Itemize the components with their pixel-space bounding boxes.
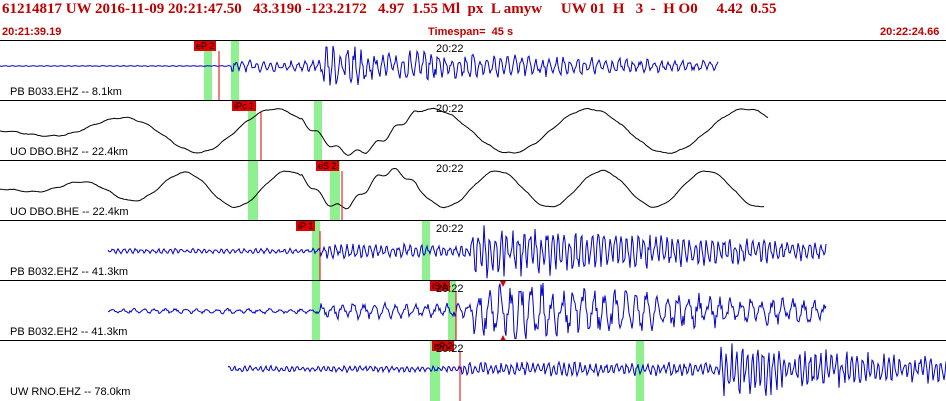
station-label: UO DBO.BHE -- 22.4km: [10, 206, 129, 218]
waveform-rno-ehz: [227, 341, 946, 401]
timespan-label: Timespan= 45 s: [428, 26, 514, 38]
trace-panel-rno-ehz[interactable]: eP 2 20:22 UW RNO.EHZ -- 78.0km: [0, 340, 946, 401]
trace-panel-dbo-bhz[interactable]: iPc 1 20:22 UO DBO.BHZ -- 22.4km: [0, 100, 946, 161]
minute-marker: 20:22: [436, 343, 464, 355]
station-label: PB B032.EHZ -- 41.3km: [10, 266, 128, 278]
trace-panel-dbo-bhe[interactable]: eS 2 20:22 UO DBO.BHE -- 22.4km: [0, 160, 946, 221]
phase-pick-ipc[interactable]: iPc 1: [232, 101, 257, 111]
station-label: UO DBO.BHZ -- 22.4km: [10, 146, 128, 158]
trace-panel-b032-ehz[interactable]: iP 1 20:22 PB B032.EHZ -- 41.3km: [0, 220, 946, 281]
minute-marker: 20:22: [436, 283, 464, 295]
event-header: 61214817 UW 2016-11-09 20:21:47.50 43.31…: [0, 0, 946, 40]
station-label: PB B033.EHZ -- 8.1km: [10, 86, 122, 98]
trace-panel-b032-eh2[interactable]: iS 1 20:22 PB B032.EH2 -- 41.3km: [0, 280, 946, 341]
phase-pick-es[interactable]: eS 2: [316, 161, 339, 171]
trace-panel-b033-ehz[interactable]: eP 2 20:22 PB B033.EHZ -- 8.1km: [0, 40, 946, 101]
phase-pick-is[interactable]: iS 1: [430, 281, 450, 291]
waveform-b032-ehz: [107, 221, 827, 281]
phase-pick-ep-rno[interactable]: eP 2: [432, 341, 455, 351]
minute-marker: 20:22: [436, 163, 464, 175]
station-label: PB B032.EH2 -- 41.3km: [10, 326, 128, 338]
phase-pick-ep[interactable]: eP 2: [194, 41, 217, 51]
station-label: UW RNO.EHZ -- 78.0km: [10, 386, 131, 398]
waveform-dbo-bhz: [0, 101, 769, 161]
waveform-b033-ehz: [0, 41, 719, 101]
start-time-label: 20:21:39.19: [2, 26, 62, 38]
minute-marker: 20:22: [436, 43, 464, 55]
amplitude-peak-marker: [500, 281, 506, 287]
end-time-label: 20:22:24.66: [880, 26, 940, 38]
event-summary-line: 61214817 UW 2016-11-09 20:21:47.50 43.31…: [2, 1, 777, 17]
minute-marker: 20:22: [436, 223, 464, 235]
amplitude-trough-marker: [500, 335, 506, 341]
minute-marker: 20:22: [436, 103, 464, 115]
phase-pick-ip[interactable]: iP 1: [296, 221, 316, 231]
waveform-dbo-bhe: [0, 161, 765, 221]
waveform-b032-eh2: [108, 281, 827, 341]
seismogram-panels: eP 2 20:22 PB B033.EHZ -- 8.1km iPc 1 20…: [0, 40, 946, 401]
